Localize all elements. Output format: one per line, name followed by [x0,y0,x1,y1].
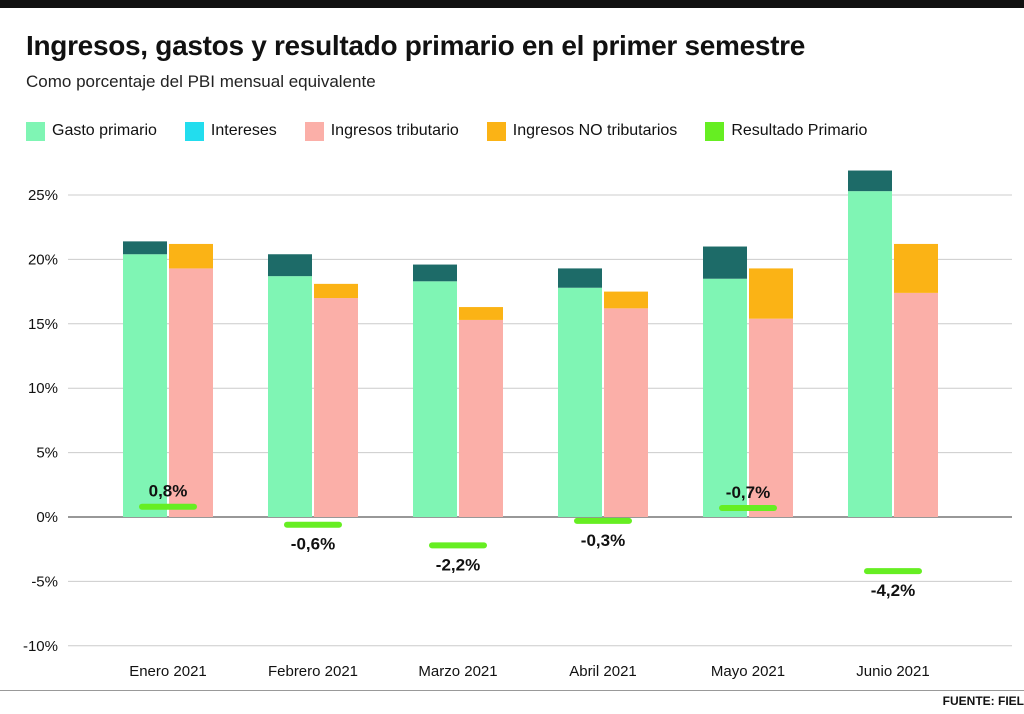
bar-ingresos-tributario [314,298,358,517]
legend-item-ingresos-no-tributarios: Ingresos NO tributarios [486,121,678,141]
legend-label-intereses: Intereses [210,122,277,139]
bar-gasto-primario [558,287,602,517]
y-tick-label: 0% [36,509,58,526]
bar-ingresos-tributario [459,319,503,517]
x-category-label: Febrero 2021 [268,663,358,680]
resultado-primario-label: 0,8% [149,482,188,501]
y-tick-label: 5% [36,445,58,462]
x-category-label: Junio 2021 [856,663,929,680]
bar-intereses [123,241,167,255]
bar-ingresos-no-tributarios [459,307,503,320]
bar-ingresos-no-tributarios [749,268,793,319]
legend-item-ingresos-tributario: Ingresos tributario [304,121,459,141]
grid-layer [68,194,1012,647]
bar-gasto-primario [268,276,312,517]
bar-ingresos-no-tributarios [314,283,358,299]
bar-gasto-primario [123,254,167,518]
legend-item-gasto-primario: Gasto primario [26,121,157,141]
legend-swatch-gasto-primario [26,121,45,141]
chart-legend: Gasto primario Intereses Ingresos tribut… [26,120,895,142]
bar-layer [123,170,938,575]
legend-swatch-ingresos-no-tributarios [486,121,506,141]
bar-ingresos-tributario [749,318,793,517]
bar-ingresos-no-tributarios [169,243,213,269]
y-tick-label: -5% [31,573,58,590]
bottom-rule [0,690,1024,691]
bar-intereses [268,254,312,277]
top-bar [0,0,1024,8]
resultado-primario-label: -0,6% [291,535,335,554]
bar-intereses [558,268,602,288]
label-layer: 25% 20% 15% 10% 5% 0% -5% -10% 0,8% Enero 2021 -0,… [23,187,930,680]
bar-ingresos-tributario [169,268,213,517]
legend-label-resultado-primario: Resultado Primario [731,122,868,139]
chart-subtitle: Como porcentaje del PBI mensual equivale… [26,72,376,91]
y-tick-label: 10% [28,380,58,397]
bar-ingresos-tributario [894,292,938,517]
bar-gasto-primario [703,278,747,517]
bar-intereses [413,264,457,282]
legend-swatch-intereses [184,121,204,141]
resultado-primario-label: -2,2% [436,555,480,574]
resultado-primario-label: -0,7% [726,483,770,502]
legend-label-ingresos-tributario: Ingresos tributario [330,122,459,139]
x-category-label: Abril 2021 [569,663,637,680]
bar-ingresos-no-tributarios [604,291,648,309]
bar-intereses [703,246,747,279]
source-note: FUENTE: FIEL [942,694,1024,708]
y-tick-label: 25% [28,187,58,204]
legend-item-resultado-primario: Resultado Primario [705,121,868,141]
bar-intereses [848,170,892,192]
bar-ingresos-no-tributarios [894,243,938,293]
bar-gasto-primario [413,281,457,517]
x-category-label: Mayo 2021 [711,663,785,680]
chart-title: Ingresos, gastos y resultado primario en… [26,30,806,61]
y-tick-label: -10% [23,638,58,655]
x-category-label: Marzo 2021 [418,663,497,680]
resultado-primario-label: -0,3% [581,531,625,550]
legend-swatch-ingresos-tributario [304,121,324,141]
bar-ingresos-tributario [604,308,648,517]
legend-label-gasto-primario: Gasto primario [52,122,157,139]
resultado-primario-label: -4,2% [871,581,915,600]
legend-item-intereses: Intereses [184,121,277,141]
legend-label-ingresos-no-tributarios: Ingresos NO tributarios [512,122,678,139]
legend-swatch-resultado-primario [705,121,725,141]
bar-chart: 25% 20% 15% 10% 5% 0% -5% -10% 0,8% Enero 2021 -0,… [23,170,1012,680]
bar-gasto-primario [848,191,892,518]
x-category-label: Enero 2021 [129,663,207,680]
y-tick-label: 15% [28,316,58,333]
y-tick-label: 20% [28,251,58,268]
